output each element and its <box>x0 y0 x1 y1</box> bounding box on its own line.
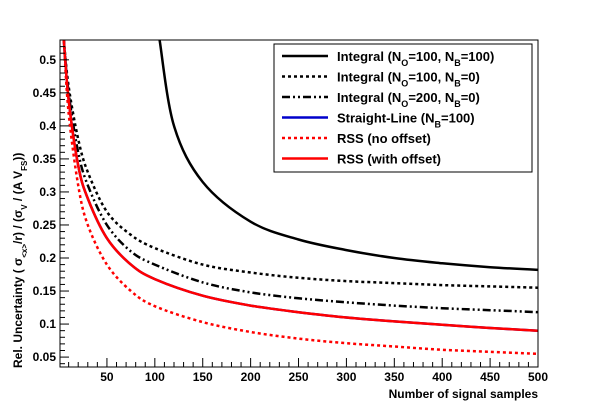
series-line-4 <box>62 40 538 356</box>
legend-subscript: O <box>401 99 408 109</box>
legend-entry-0: Integral (NO=100, NB=100) <box>337 49 494 68</box>
legend-subscript: O <box>401 58 408 68</box>
curves-layer <box>62 40 538 356</box>
legend-box <box>273 43 533 173</box>
legend-entry-2: Integral (NO=200, NB=0) <box>337 90 480 109</box>
y-tick-label: 0.1 <box>39 317 56 331</box>
y-axis-title-part4: )) <box>11 153 25 161</box>
y-tick-label: 0.4 <box>39 119 56 133</box>
x-tick-label: 250 <box>289 370 309 384</box>
legend-text-part: =0) <box>461 90 480 105</box>
y-tick-label: 0.3 <box>39 185 56 199</box>
y-tick-label: 0.15 <box>33 284 57 298</box>
x-tick-label: 450 <box>480 370 500 384</box>
legend: Integral (NO=100, NB=100)Integral (NO=10… <box>273 43 533 173</box>
legend-entry-5: RSS (with offset) <box>337 152 441 167</box>
labels-layer: 50 100 150 200 250 300 350 400 450 500 0.05 0.1 0.15… <box>33 53 549 384</box>
legend-text-part: Integral (N <box>337 90 401 105</box>
legend-text-part: Straight-Line (N <box>337 111 435 126</box>
y-tick-label: 0.5 <box>39 53 56 67</box>
y-axis-title-part2: /r) / (σ <box>11 210 25 244</box>
x-tick-label: 350 <box>384 370 404 384</box>
legend-text-part: =100, N <box>408 49 454 64</box>
y-tick-label: 0.05 <box>33 350 57 364</box>
legend-text-part: =100) <box>461 49 495 64</box>
legend-entry-1: Integral (NO=100, NB=0) <box>337 70 480 89</box>
y-axis-title-sub-x: <x> <box>20 244 29 258</box>
y-tick-label: 0.45 <box>33 86 57 100</box>
legend-text-part: =100) <box>441 111 475 126</box>
legend-entry-3: Straight-Line (NB=100) <box>337 111 475 130</box>
ticks-layer <box>60 39 539 367</box>
legend-entry-4: RSS (no offset) <box>337 131 431 146</box>
y-tick-label: 0.35 <box>33 152 57 166</box>
svg-text:Rel. Uncertainty ( σ<x>/r) /: Rel. Uncertainty ( σ<x>/r) / (σV / (A VF… <box>11 153 29 368</box>
legend-text-part: RSS (no offset) <box>337 131 431 146</box>
legend-text-part: RSS (with offset) <box>337 152 441 167</box>
x-tick-label: 100 <box>145 370 165 384</box>
legend-subscript: B <box>454 58 461 68</box>
x-tick-label: 50 <box>100 370 114 384</box>
y-axis-title-part3: / (A V <box>11 171 25 205</box>
legend-text-part: =0) <box>461 70 480 85</box>
y-tick-label: 0.25 <box>33 218 57 232</box>
legend-text-part: Integral (N <box>337 70 401 85</box>
y-tick-label: 0.2 <box>39 251 56 265</box>
series-line-0 <box>158 40 538 272</box>
x-axis-title: Number of signal samples <box>389 387 539 401</box>
legend-text-part: =100, N <box>408 70 454 85</box>
x-tick-label: 200 <box>241 370 261 384</box>
x-tick-label: 400 <box>432 370 452 384</box>
legend-text-part: Integral (N <box>337 49 401 64</box>
x-tick-label: 500 <box>528 370 548 384</box>
series-line-2 <box>62 40 538 314</box>
series-line-1 <box>62 40 538 289</box>
legend-subscript: B <box>454 79 461 89</box>
legend-subscript: B <box>454 99 461 109</box>
x-tick-label: 300 <box>336 370 356 384</box>
y-axis-title-sub-fs: FS <box>20 160 29 171</box>
y-axis-title-part1: Rel. Uncertainty ( σ <box>11 258 25 368</box>
legend-subscript: O <box>401 79 408 89</box>
legend-text-part: =200, N <box>408 90 454 105</box>
y-axis-title-sub-v: V <box>20 204 29 210</box>
series-line-5 <box>62 40 538 332</box>
x-tick-label: 150 <box>193 370 213 384</box>
y-axis-title: Rel. Uncertainty ( σ<x>/r) / (σV / (A VF… <box>11 153 29 368</box>
legend-subscript: B <box>435 120 442 130</box>
